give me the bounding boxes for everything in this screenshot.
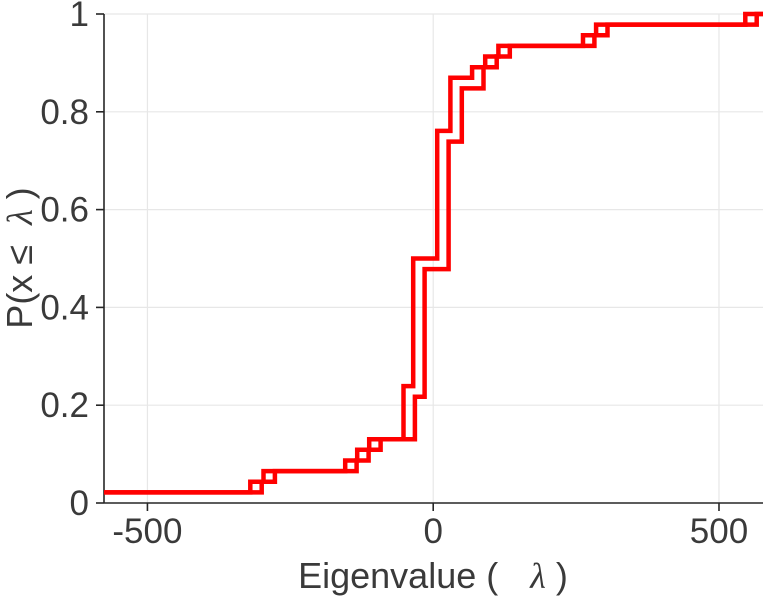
y-tick-label: 0.8: [40, 93, 89, 132]
tick-marks: [96, 13, 720, 511]
ecdf-curves: [104, 11, 763, 495]
y-axis-label-close: ): [0, 187, 40, 199]
y-tick-labels: 0 0.2 0.4 0.6 0.8 1: [40, 0, 89, 523]
y-tick-label: 0: [70, 484, 89, 523]
x-tick-label: 0: [423, 512, 442, 551]
y-axis-label-text: P(x ≤: [0, 245, 40, 329]
y-tick-label: 0.4: [40, 288, 89, 327]
y-tick-label: 1: [70, 0, 89, 34]
lambda-symbol: λ: [0, 209, 40, 226]
gridlines: [104, 13, 763, 503]
x-axis-label: Eigenvalue ( λ ): [298, 555, 568, 596]
y-tick-label: 0.2: [40, 386, 89, 425]
ecdf-curve-trailing: [104, 11, 763, 495]
x-tick-labels: -500 0 500: [112, 512, 748, 551]
x-tick-label: 500: [690, 512, 748, 551]
y-axis-label: P(x ≤ λ ): [0, 187, 40, 328]
x-axis-label-text: Eigenvalue (: [298, 555, 498, 596]
lambda-symbol: λ: [529, 556, 546, 596]
y-tick-label: 0.6: [40, 191, 89, 230]
x-tick-label: -500: [112, 512, 182, 551]
x-axis-label-close: ): [556, 555, 568, 596]
